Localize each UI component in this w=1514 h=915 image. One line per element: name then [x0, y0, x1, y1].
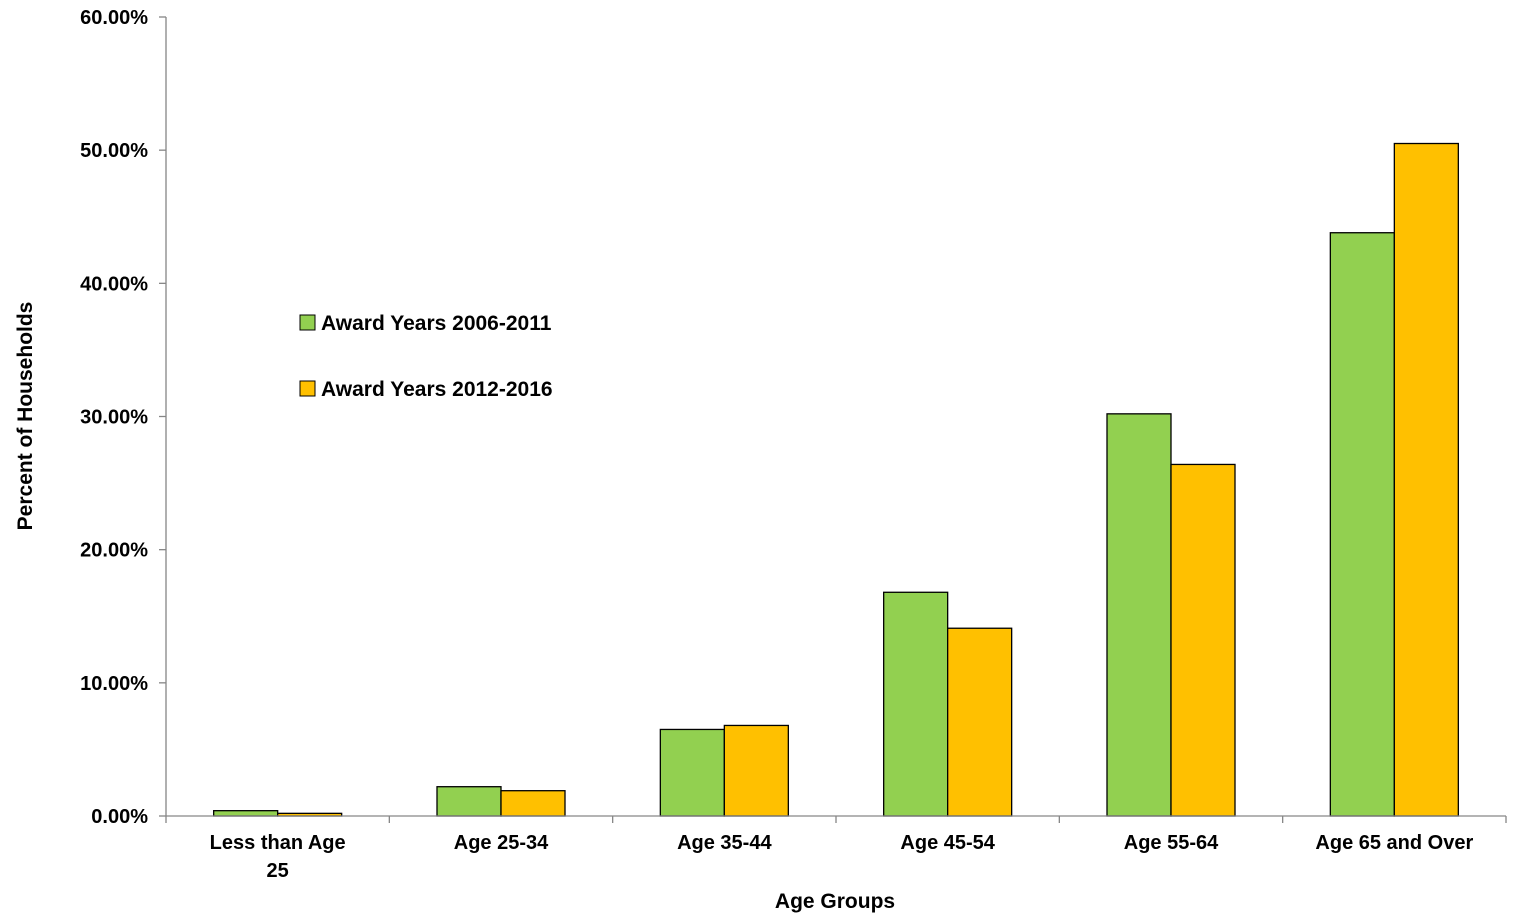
- axes-group: [165, 17, 1506, 817]
- y-tick-label: 40.00%: [80, 273, 148, 295]
- x-tick-label: Age 45-54: [900, 832, 995, 854]
- bar-series1-3: [659, 728, 725, 817]
- x-tick-label-line: Age 55-64: [1124, 832, 1219, 854]
- bar-series1-6: [1329, 232, 1395, 817]
- y-tick-label: 50.00%: [80, 140, 148, 162]
- bars-group: [213, 142, 1459, 817]
- y-tick-label: 30.00%: [80, 407, 148, 429]
- x-tick-label: Age 35-44: [677, 832, 772, 854]
- y-tick-label: 10.00%: [80, 673, 148, 695]
- bar-series2-4: [947, 627, 1013, 817]
- y-tick-labels: 0.00% 10.00% 20.00% 30.00% 40.00% 50.00% 60.00…: [80, 7, 166, 828]
- x-tick-label-line: Age 65 and Over: [1315, 832, 1473, 854]
- legend-label: Award Years 2006-2011: [321, 312, 552, 335]
- x-axis-title: Age Groups: [775, 890, 895, 913]
- bar-series1-2: [436, 786, 502, 817]
- x-tick-label-line: Age 45-54: [900, 832, 995, 854]
- legend: Award Years 2006-2011 Award Years 2012-20…: [299, 312, 553, 401]
- x-tick-label-line: Age 35-44: [677, 832, 772, 854]
- y-tick-label: 60.00%: [80, 7, 148, 29]
- legend-swatch: [299, 314, 316, 331]
- y-tick-label: 20.00%: [80, 540, 148, 562]
- x-tick-label: Age 55-64: [1124, 832, 1219, 854]
- x-tick-label-line: 25: [267, 860, 289, 882]
- x-tick-label: Less than Age 25: [210, 832, 346, 882]
- bar-series1-1: [213, 810, 279, 817]
- bar-series1-4: [883, 591, 949, 817]
- y-axis-title: Percent of Households: [14, 302, 37, 531]
- bar-series1-5: [1106, 413, 1172, 817]
- bar-series2-2: [500, 790, 566, 817]
- bar-series2-6: [1393, 142, 1459, 817]
- legend-swatch: [299, 380, 316, 397]
- legend-label: Award Years 2012-2016: [321, 378, 553, 401]
- x-tick-label: Age 65 and Over: [1315, 832, 1473, 854]
- x-tick-labels: Less than Age 25 Age 25-34 Age 35-44 Age 45-…: [165, 816, 1507, 882]
- y-tick-label: 0.00%: [91, 806, 148, 828]
- x-tick-label: Age 25-34: [454, 832, 549, 854]
- x-tick-label-line: Age 25-34: [454, 832, 549, 854]
- bar-series2-3: [723, 724, 789, 817]
- x-tick-label-line: Less than Age: [210, 832, 346, 854]
- bar-series2-5: [1170, 463, 1236, 817]
